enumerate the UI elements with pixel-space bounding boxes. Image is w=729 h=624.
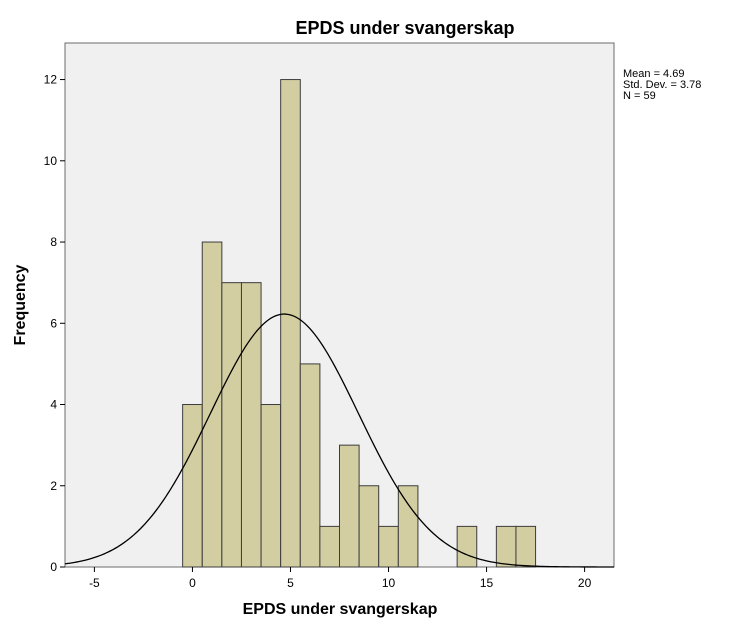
y-axis: 0 2 4 6 8 10 12 <box>44 73 65 574</box>
normal-curve <box>64 313 614 568</box>
histogram-bar <box>495 525 517 568</box>
y-tick-label: 4 <box>50 398 57 412</box>
histogram-bar <box>378 525 399 568</box>
x-tick-label: 15 <box>480 576 494 590</box>
y-tick-label: 6 <box>50 316 57 330</box>
x-tick-label: -5 <box>89 576 100 590</box>
histogram-bar <box>515 525 537 568</box>
x-tick-label: 20 <box>578 576 592 590</box>
histogram-bar <box>201 241 223 568</box>
x-tick-label: 10 <box>382 576 396 590</box>
y-tick-label: 2 <box>50 479 57 493</box>
stats-box: Mean = 4.69 Std. Dev. = 3.78 N = 59 <box>623 69 701 102</box>
histogram-bar <box>339 444 360 568</box>
histogram-bar <box>240 282 262 568</box>
histogram-bar <box>182 404 203 568</box>
y-tick-label: 12 <box>44 73 58 87</box>
bars-group <box>182 79 537 568</box>
stats-std-dev: Std. Dev. = 3.78 <box>623 79 702 91</box>
histogram-bar <box>456 525 478 568</box>
y-tick-label: 0 <box>50 560 57 574</box>
histogram-bar <box>397 485 419 568</box>
chart-title: EPDS under svangerskap <box>295 18 514 38</box>
stats-mean: Mean = 4.69 <box>623 68 685 80</box>
histogram-bar <box>319 525 340 568</box>
stats-n: N = 59 <box>623 90 656 102</box>
histogram-bar <box>358 485 380 568</box>
x-tick-label: 0 <box>189 576 196 590</box>
y-axis-label: Frequency <box>12 264 29 345</box>
histogram-bar <box>260 404 282 568</box>
histogram-bar <box>280 79 301 568</box>
histogram-bar <box>299 363 321 568</box>
x-axis: -5 0 5 10 15 20 <box>89 567 592 590</box>
y-tick-label: 10 <box>44 154 58 168</box>
y-tick-label: 8 <box>50 235 57 249</box>
x-tick-label: 5 <box>287 576 294 590</box>
histogram-bar <box>221 282 242 568</box>
x-axis-label: EPDS under svangerskap <box>243 601 438 618</box>
